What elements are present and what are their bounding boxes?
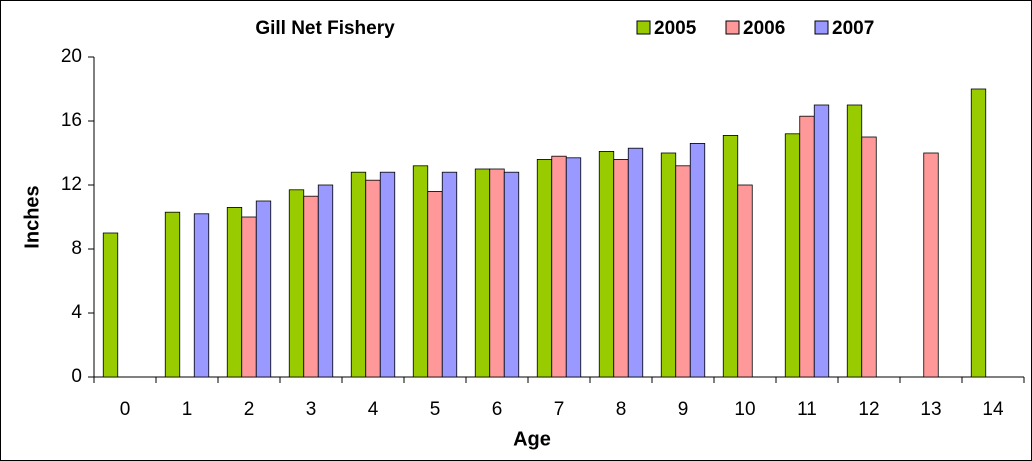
bar xyxy=(489,168,505,378)
bar xyxy=(784,133,801,378)
legend-swatch xyxy=(725,20,740,35)
y-tick-label: 4 xyxy=(71,302,82,323)
bar xyxy=(164,211,181,378)
legend-label: 2005 xyxy=(654,18,697,39)
y-tick-label: 16 xyxy=(61,110,82,131)
chart-title: Gill Net Fishery xyxy=(255,18,395,39)
x-tick-label: 6 xyxy=(492,399,503,420)
bar xyxy=(303,195,319,378)
bar xyxy=(365,179,381,378)
bar xyxy=(565,157,582,378)
bar xyxy=(970,88,987,378)
legend-label: 2007 xyxy=(832,18,874,39)
legend-swatch xyxy=(814,20,829,35)
bar xyxy=(598,150,615,378)
x-tick-label: 13 xyxy=(920,399,941,420)
bar xyxy=(923,152,939,378)
y-tick-label: 12 xyxy=(61,174,82,195)
legend-label: 2006 xyxy=(743,18,785,39)
bar xyxy=(474,168,491,378)
bar xyxy=(226,206,243,378)
bar xyxy=(536,158,553,378)
x-tick-label: 7 xyxy=(554,399,565,420)
x-tick-label: 4 xyxy=(368,399,379,420)
bar xyxy=(846,104,863,378)
legend-swatch xyxy=(636,20,651,35)
x-tick-label: 0 xyxy=(120,399,131,420)
bar xyxy=(861,136,877,378)
bar xyxy=(350,171,367,378)
bar xyxy=(813,104,830,378)
x-tick-label: 11 xyxy=(797,399,817,420)
bar xyxy=(288,189,305,378)
bar xyxy=(255,200,272,378)
bar xyxy=(627,147,644,378)
x-tick-label: 9 xyxy=(678,399,689,420)
bar xyxy=(689,142,706,378)
bar xyxy=(317,184,334,378)
x-tick-label: 12 xyxy=(858,399,879,420)
bar xyxy=(241,216,257,378)
x-tick-label: 1 xyxy=(182,399,193,420)
bar xyxy=(102,232,119,378)
bar xyxy=(660,152,677,378)
x-axis-label: Age xyxy=(513,428,551,450)
bar xyxy=(613,158,629,378)
bar xyxy=(412,165,429,378)
x-tick-label: 14 xyxy=(982,399,1004,420)
bar xyxy=(737,184,753,378)
x-tick-label: 10 xyxy=(734,399,755,420)
y-tick-label: 8 xyxy=(71,238,82,259)
x-tick-label: 2 xyxy=(244,399,255,420)
y-tick-label: 0 xyxy=(71,366,82,387)
bar xyxy=(675,165,691,378)
bar xyxy=(799,115,815,378)
bar xyxy=(441,171,458,378)
x-tick-label: 3 xyxy=(306,399,317,420)
bar xyxy=(551,155,567,378)
bar xyxy=(379,171,396,378)
bar xyxy=(193,213,210,378)
x-tick-label: 8 xyxy=(616,399,627,420)
y-axis-label: Inches xyxy=(21,185,43,248)
bar xyxy=(503,171,520,378)
y-tick-label: 20 xyxy=(61,46,82,67)
x-tick-label: 5 xyxy=(430,399,441,420)
bar xyxy=(427,190,443,378)
bar xyxy=(722,134,739,378)
